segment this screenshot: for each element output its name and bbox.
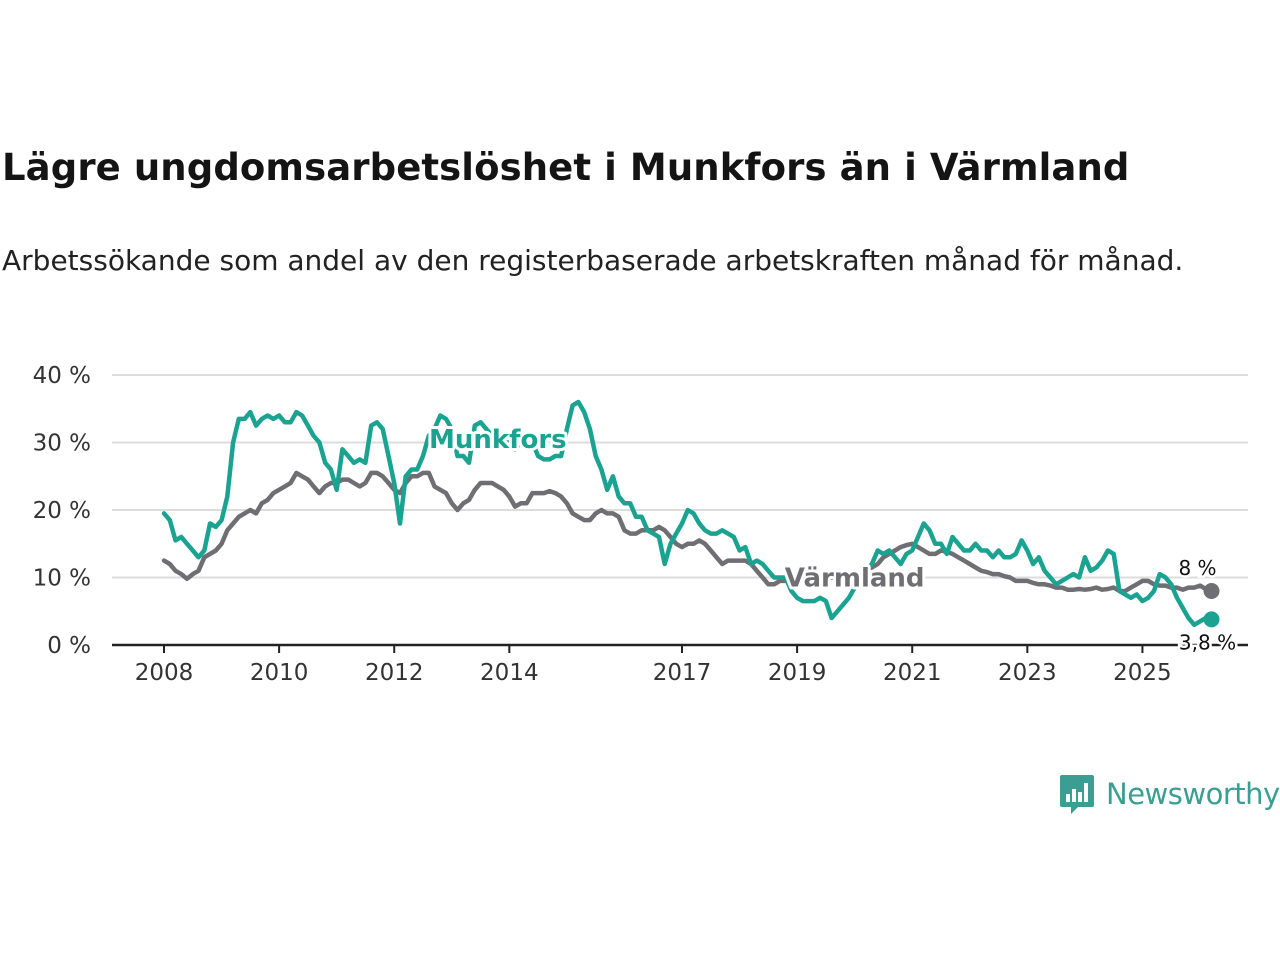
series-lines (161, 399, 1220, 628)
newsworthy-logo: Newsworthy (1058, 772, 1280, 816)
end-value-label-munkfors: 3,8 % (1179, 630, 1236, 654)
y-axis-ticks: 0 % 10 % 20 % 30 % 40 % (33, 363, 91, 659)
x-tick-label: 2017 (653, 660, 712, 686)
series-label-munkfors: Munkfors (429, 425, 567, 455)
y-gridlines (112, 374, 1248, 579)
chart-title: Lägre ungdomsarbetslöshet i Munkfors än … (2, 146, 1130, 189)
x-tick-label: 2025 (1113, 660, 1172, 686)
chart-subtitle: Arbetssökande som andel av den registerb… (2, 244, 1184, 277)
x-tick-label: 2014 (480, 660, 539, 686)
y-tick-label: 0 % (47, 633, 91, 659)
x-tick-label: 2023 (998, 660, 1057, 686)
series-label-varmland: Värmland (785, 564, 925, 594)
series-labels: Munkfors Värmland 3,8 % 8 % (426, 422, 1239, 657)
y-tick-label: 10 % (33, 566, 91, 592)
x-tick-label: 2021 (883, 660, 942, 686)
line-chart: 0 % 10 % 20 % 30 % 40 % 2008 2010 2012 2014 2017… (33, 363, 1248, 686)
end-point-munkfors (1203, 611, 1220, 628)
end-point-varmland (1203, 583, 1220, 599)
x-tick-label: 2008 (135, 660, 194, 686)
end-value-label-varmland: 8 % (1178, 556, 1216, 580)
brand-name: Newsworthy (1106, 777, 1280, 811)
series-line-varmland (161, 470, 1214, 594)
x-axis: 2008 2010 2012 2014 2017 2019 2021 2023 2025 (112, 643, 1248, 686)
x-tick-label: 2010 (250, 660, 309, 686)
y-tick-label: 20 % (33, 498, 91, 524)
x-tick-label: 2019 (768, 660, 827, 686)
y-tick-label: 40 % (33, 363, 91, 389)
newsworthy-logo-icon (1060, 775, 1094, 814)
series-line-munkfors (161, 399, 1214, 628)
x-tick-label: 2012 (365, 660, 424, 686)
y-tick-label: 30 % (33, 431, 91, 457)
